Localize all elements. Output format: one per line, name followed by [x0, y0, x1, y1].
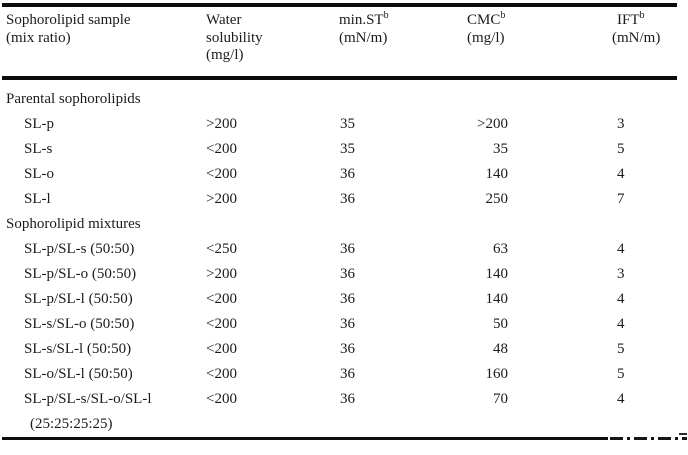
- sample-name: SL-p/SL-s/SL-o/SL-l (25:25:25:25): [24, 387, 152, 437]
- table-row: SL-s/SL-o (50:50) <200 36 50 4: [0, 312, 688, 337]
- footnote-marker: b: [500, 10, 506, 21]
- sample-name: SL-l: [24, 191, 51, 207]
- table-body: Parental sophorolipids SL-p >200 35 >200 3 SL-…: [0, 87, 688, 437]
- min-st-value: 36: [340, 341, 355, 357]
- table-row: SL-s <200 35 35 5: [0, 137, 688, 162]
- column-header-water-solubility: Water solubility (mg/l): [206, 12, 263, 65]
- section-header: Sophorolipid mixtures: [6, 216, 141, 232]
- min-st-value: 36: [340, 191, 355, 207]
- column-header-line: min.STb: [339, 10, 389, 29]
- column-header-line: (mN/m): [612, 29, 661, 46]
- min-st-value: 36: [340, 266, 355, 282]
- min-st-value: 36: [340, 391, 355, 407]
- min-st-value: 36: [340, 166, 355, 182]
- min-st-value: 36: [340, 366, 355, 382]
- column-header-cmc: CMCb (mg/l): [467, 10, 506, 47]
- table-row: SL-p >200 35 >200 3: [0, 112, 688, 137]
- ift-value: 3: [617, 116, 625, 132]
- cmc-value: >200: [477, 116, 508, 132]
- table-top-rule: [2, 3, 677, 7]
- section-header: Parental sophorolipids: [6, 91, 141, 107]
- bottom-rule-scan-artifact: [610, 437, 687, 440]
- sample-name: SL-p/SL-o (50:50): [24, 266, 137, 282]
- column-header-min-st: min.STb (mN/m): [339, 10, 389, 47]
- cmc-value: 50: [493, 316, 508, 332]
- column-header-line: (mg/l): [206, 47, 244, 64]
- sample-name: SL-p: [24, 116, 54, 132]
- section-row: Sophorolipid mixtures: [0, 212, 688, 237]
- ift-value: 4: [617, 391, 625, 407]
- table-row: SL-p/SL-s/SL-o/SL-l (25:25:25:25) <200 36 70…: [0, 387, 688, 437]
- ift-value: 5: [617, 366, 625, 382]
- water-solubility-value: <200: [206, 366, 237, 382]
- table-row: SL-o <200 36 140 4: [0, 162, 688, 187]
- table-row: SL-l >200 36 250 7: [0, 187, 688, 212]
- cmc-value: 250: [485, 191, 509, 207]
- bottom-rule-scan-artifact-tick: [679, 433, 687, 435]
- ift-value: 4: [617, 241, 625, 257]
- sample-name: SL-s/SL-l (50:50): [24, 341, 132, 357]
- column-header-line: solubility: [206, 29, 263, 46]
- water-solubility-value: <200: [206, 316, 237, 332]
- table-bottom-rule: [2, 437, 608, 440]
- table-row: SL-s/SL-l (50:50) <200 36 48 5: [0, 337, 688, 362]
- table-row: SL-p/SL-l (50:50) <200 36 140 4: [0, 287, 688, 312]
- cmc-value: 140: [485, 266, 509, 282]
- column-header-line: Water: [206, 12, 242, 28]
- ift-value: 4: [617, 291, 625, 307]
- water-solubility-value: <200: [206, 141, 237, 157]
- min-st-value: 35: [340, 116, 355, 132]
- footnote-marker: b: [383, 10, 389, 21]
- cmc-value: 70: [493, 391, 508, 407]
- sample-name: SL-p/SL-s (50:50): [24, 241, 135, 257]
- column-header-line: CMCb: [467, 10, 506, 29]
- column-header-sample: Sophorolipid sample (mix ratio): [6, 12, 131, 47]
- sample-name: SL-s/SL-o (50:50): [24, 316, 135, 332]
- sample-mix-ratio: (25:25:25:25): [30, 416, 113, 432]
- cmc-value: 140: [485, 291, 509, 307]
- column-header-ift: IFTb (mN/m): [612, 10, 661, 47]
- sample-name: SL-o/SL-l (50:50): [24, 366, 133, 382]
- column-header-line: (mN/m): [339, 29, 388, 46]
- cmc-value: 63: [493, 241, 508, 257]
- sample-name: SL-p/SL-l (50:50): [24, 291, 133, 307]
- water-solubility-value: >200: [206, 116, 237, 132]
- column-header-line: (mix ratio): [6, 29, 71, 46]
- min-st-value: 36: [340, 291, 355, 307]
- water-solubility-value: <250: [206, 241, 237, 257]
- section-row: Parental sophorolipids: [0, 87, 688, 112]
- water-solubility-value: <200: [206, 166, 237, 182]
- min-st-value: 35: [340, 141, 355, 157]
- ift-value: 3: [617, 266, 625, 282]
- column-header-line: (mg/l): [467, 29, 505, 46]
- sample-name-line1: SL-p/SL-s/SL-o/SL-l: [24, 391, 152, 407]
- min-st-value: 36: [340, 241, 355, 257]
- column-header-line: IFTb: [617, 10, 645, 29]
- sample-name: SL-s: [24, 141, 53, 157]
- water-solubility-value: <200: [206, 391, 237, 407]
- column-header-line: Sophorolipid sample: [6, 12, 131, 28]
- footnote-marker: b: [639, 10, 645, 21]
- cmc-value: 140: [485, 166, 509, 182]
- ift-value: 7: [617, 191, 625, 207]
- ift-value: 4: [617, 316, 625, 332]
- table-row: SL-p/SL-o (50:50) >200 36 140 3: [0, 262, 688, 287]
- sample-name: SL-o: [24, 166, 54, 182]
- water-solubility-value: >200: [206, 191, 237, 207]
- table-row: SL-p/SL-s (50:50) <250 36 63 4: [0, 237, 688, 262]
- min-st-value: 36: [340, 316, 355, 332]
- cmc-value: 35: [493, 141, 508, 157]
- cmc-value: 48: [493, 341, 508, 357]
- ift-value: 5: [617, 341, 625, 357]
- cmc-value: 160: [485, 366, 509, 382]
- ift-value: 5: [617, 141, 625, 157]
- water-solubility-value: >200: [206, 266, 237, 282]
- ift-value: 4: [617, 166, 625, 182]
- table-row: SL-o/SL-l (50:50) <200 36 160 5: [0, 362, 688, 387]
- water-solubility-value: <200: [206, 341, 237, 357]
- water-solubility-value: <200: [206, 291, 237, 307]
- table-header-rule: [2, 76, 677, 80]
